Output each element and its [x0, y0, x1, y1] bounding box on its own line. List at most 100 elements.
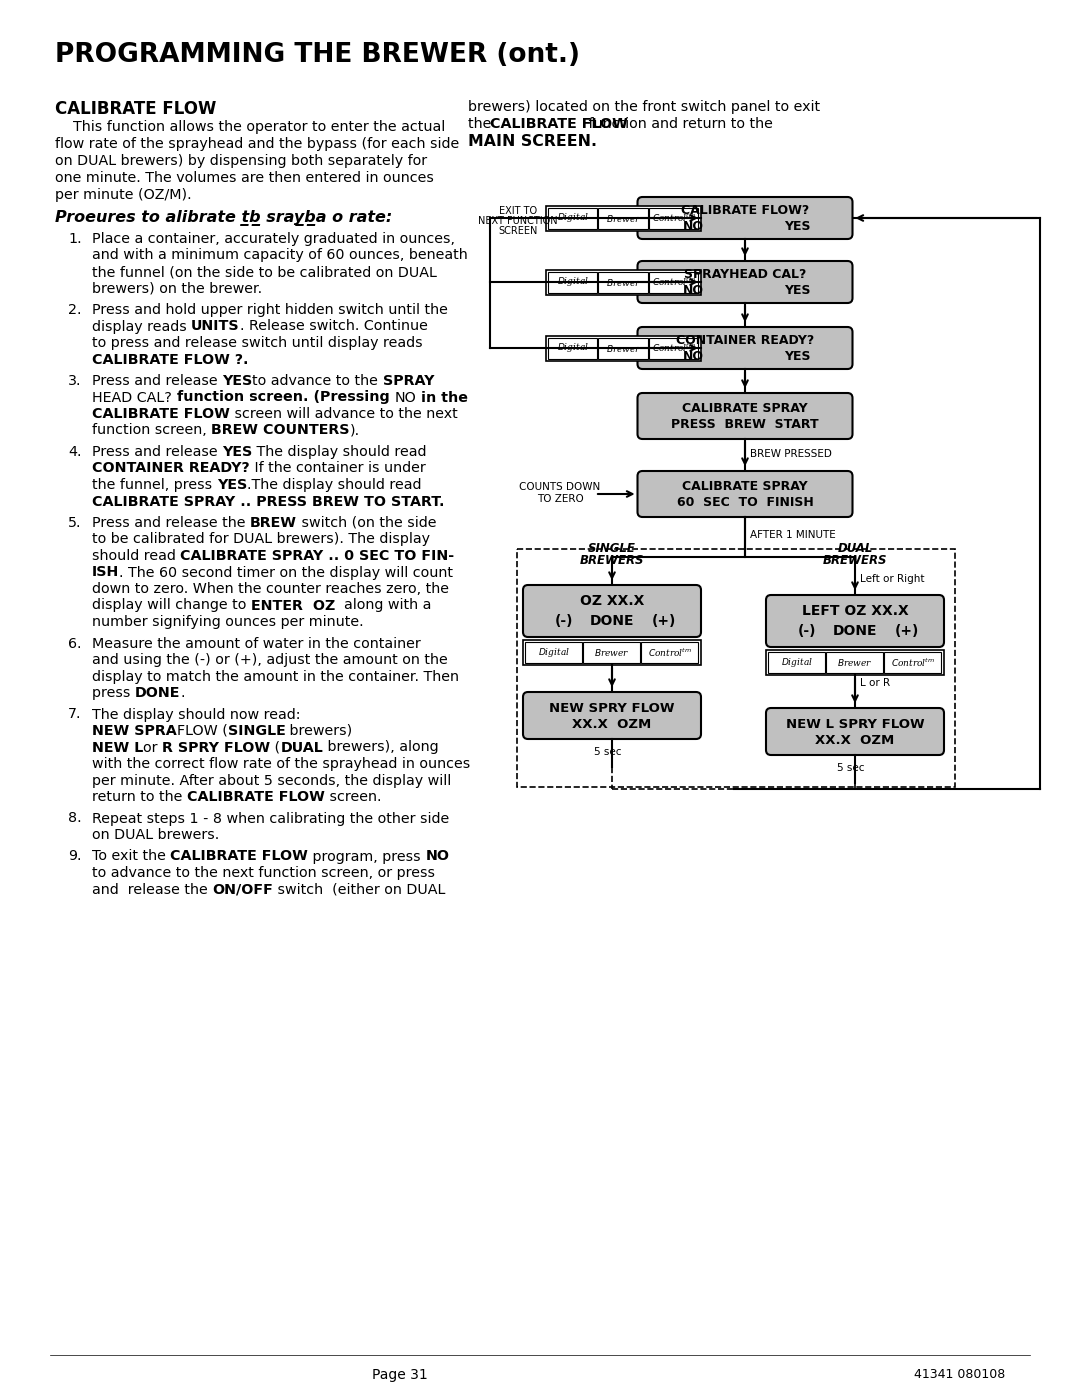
- Text: down to zero. When the counter reaches zero, the: down to zero. When the counter reaches z…: [92, 583, 449, 597]
- Text: . The 60 second timer on the display will count: . The 60 second timer on the display wil…: [119, 566, 454, 580]
- Text: SCREEN: SCREEN: [498, 226, 538, 236]
- Text: NO: NO: [683, 285, 703, 298]
- Text: to be calibrated for DUAL brewers). The display: to be calibrated for DUAL brewers). The …: [92, 532, 430, 546]
- FancyBboxPatch shape: [637, 471, 852, 517]
- Text: $\mathit{D}$igital: $\mathit{D}$igital: [781, 657, 813, 669]
- Bar: [548, 338, 597, 359]
- Text: $\mathit{C}$ontrol$^{tm}$: $\mathit{C}$ontrol$^{tm}$: [652, 275, 696, 288]
- Text: $\mathit{B}$rewer: $\mathit{B}$rewer: [606, 212, 642, 224]
- Text: COUNTS DOWN: COUNTS DOWN: [519, 482, 600, 492]
- FancyBboxPatch shape: [766, 595, 944, 647]
- Text: (+): (+): [652, 615, 676, 629]
- Bar: [598, 338, 648, 359]
- Text: $\mathit{B}$rewer: $\mathit{B}$rewer: [837, 657, 873, 668]
- Text: Press and release: Press and release: [92, 374, 222, 388]
- Text: screen.: screen.: [325, 789, 381, 805]
- FancyBboxPatch shape: [637, 261, 852, 303]
- Text: display to match the amount in the container. Then: display to match the amount in the conta…: [92, 669, 459, 683]
- Text: EXIT TO: EXIT TO: [499, 205, 537, 217]
- Text: To exit the: To exit the: [92, 849, 171, 863]
- Text: $\mathit{D}$igital: $\mathit{D}$igital: [557, 341, 589, 355]
- Text: BREW: BREW: [249, 515, 297, 529]
- Bar: [517, 549, 955, 787]
- Text: This function allows the operator to enter the actual: This function allows the operator to ent…: [55, 120, 445, 134]
- Text: brewers) on the brewer.: brewers) on the brewer.: [92, 282, 262, 296]
- Text: Measure the amount of water in the container: Measure the amount of water in the conta…: [92, 637, 421, 651]
- Text: and using the (-) or (+), adjust the amount on the: and using the (-) or (+), adjust the amo…: [92, 652, 448, 666]
- Text: NEW L: NEW L: [92, 740, 144, 754]
- Text: DUAL: DUAL: [837, 542, 873, 555]
- Text: 9.: 9.: [68, 849, 81, 863]
- Text: program, press: program, press: [308, 849, 426, 863]
- Text: $\mathit{D}$igital: $\mathit{D}$igital: [557, 211, 589, 225]
- Text: ).: ).: [350, 423, 360, 437]
- Text: (-): (-): [555, 615, 573, 629]
- Text: NO: NO: [683, 221, 703, 233]
- Text: function screen,: function screen,: [92, 423, 212, 437]
- Text: in the: in the: [417, 391, 469, 405]
- Text: .: .: [180, 686, 185, 700]
- Text: the funnel, press: the funnel, press: [92, 478, 217, 492]
- Text: or: or: [144, 740, 162, 754]
- Bar: [546, 205, 701, 231]
- Text: NO: NO: [683, 351, 703, 363]
- Bar: [642, 643, 698, 664]
- Text: $\mathit{C}$ontrol$^{tm}$: $\mathit{C}$ontrol$^{tm}$: [891, 657, 935, 669]
- FancyBboxPatch shape: [637, 393, 852, 439]
- Text: YES: YES: [222, 374, 253, 388]
- Text: BREWERS: BREWERS: [823, 555, 888, 567]
- Text: along with a: along with a: [335, 598, 432, 612]
- Text: $\mathit{C}$ontrol$^{tm}$: $\mathit{C}$ontrol$^{tm}$: [652, 212, 696, 224]
- Text: CALIBRATE FLOW: CALIBRATE FLOW: [490, 117, 627, 131]
- Text: to advance to the next function screen, or press: to advance to the next function screen, …: [92, 866, 435, 880]
- Text: per minute. After about 5 seconds, the display will: per minute. After about 5 seconds, the d…: [92, 774, 451, 788]
- Bar: [548, 208, 597, 229]
- Text: 5.: 5.: [68, 515, 81, 529]
- Text: number signifying ounces per minute.: number signifying ounces per minute.: [92, 615, 364, 629]
- Text: BREW PRESSED: BREW PRESSED: [750, 448, 832, 460]
- Text: with the correct flow rate of the sprayhead in ounces: with the correct flow rate of the sprayh…: [92, 757, 470, 771]
- Text: NEW SPRY FLOW: NEW SPRY FLOW: [550, 701, 675, 714]
- Text: return to the: return to the: [92, 789, 187, 805]
- Text: on DUAL brewers) by dispensing both separately for: on DUAL brewers) by dispensing both sepa…: [55, 154, 427, 168]
- Text: CALIBRATE FLOW ?.: CALIBRATE FLOW ?.: [92, 352, 248, 366]
- Text: NO: NO: [394, 391, 417, 405]
- Text: SINGLE: SINGLE: [228, 724, 285, 738]
- Text: BREWERS: BREWERS: [580, 555, 645, 567]
- Text: Place a container, accurately graduated in ounces,: Place a container, accurately graduated …: [92, 232, 455, 246]
- Text: HEAD CAL?: HEAD CAL?: [92, 391, 172, 405]
- Text: PROGRAMMING THE BREWER (ont.): PROGRAMMING THE BREWER (ont.): [55, 42, 580, 68]
- Text: brewers): brewers): [285, 724, 353, 738]
- Text: the: the: [468, 117, 496, 131]
- Text: function screen. (Pressing: function screen. (Pressing: [172, 391, 394, 405]
- Text: CONTAINER READY?: CONTAINER READY?: [92, 461, 249, 475]
- Text: 6.: 6.: [68, 637, 81, 651]
- Text: NO: NO: [426, 849, 449, 863]
- Text: Left or Right: Left or Right: [860, 574, 924, 584]
- Text: CALIBRATE SPRAY .. PRESS BREW TO START.: CALIBRATE SPRAY .. PRESS BREW TO START.: [92, 495, 445, 509]
- Bar: [649, 271, 698, 292]
- Text: to advance to the: to advance to the: [253, 374, 382, 388]
- Bar: [885, 652, 941, 673]
- Bar: [768, 652, 825, 673]
- Text: switch  (either on DUAL: switch (either on DUAL: [273, 883, 446, 897]
- Text: The display should read: The display should read: [253, 446, 427, 460]
- Text: CALIBRATE FLOW: CALIBRATE FLOW: [92, 407, 230, 420]
- Bar: [546, 335, 701, 360]
- Text: display will change to: display will change to: [92, 598, 251, 612]
- Bar: [583, 643, 640, 664]
- Text: press: press: [92, 686, 135, 700]
- Text: YES: YES: [784, 221, 810, 233]
- Text: 2.: 2.: [68, 303, 81, 317]
- Bar: [525, 643, 582, 664]
- FancyBboxPatch shape: [523, 585, 701, 637]
- Text: . Release switch. Continue: . Release switch. Continue: [240, 320, 428, 334]
- Bar: [598, 271, 648, 292]
- Text: R SPRY FLOW: R SPRY FLOW: [162, 740, 270, 754]
- FancyBboxPatch shape: [523, 692, 701, 739]
- Text: and  release the: and release the: [92, 883, 213, 897]
- Bar: [649, 338, 698, 359]
- Text: SINGLE: SINGLE: [589, 542, 636, 555]
- Text: 7.: 7.: [68, 707, 81, 721]
- Text: (-): (-): [798, 624, 816, 638]
